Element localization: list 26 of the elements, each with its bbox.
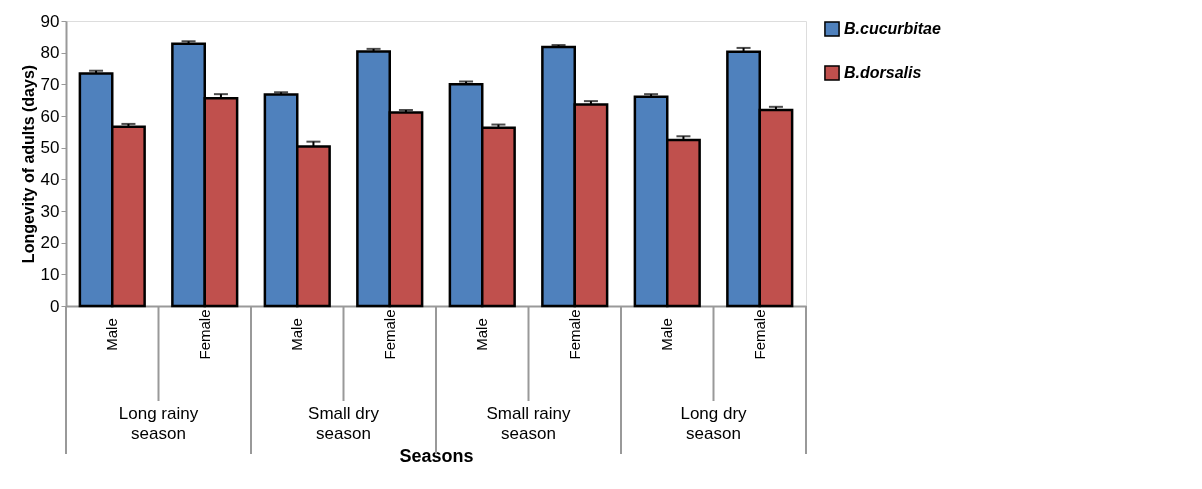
y-tick-label: 50 (40, 138, 60, 158)
x-tick-label: Male (658, 318, 676, 351)
x-axis-title: Seasons (399, 445, 474, 466)
y-axis-title: Longevity of adults (days) (19, 64, 37, 264)
x-tick-label: Female (380, 309, 398, 360)
legend-label: B.dorsalis (844, 64, 922, 81)
y-tick-label: 0 (50, 296, 60, 316)
y-tick-label: 20 (40, 233, 60, 253)
x-tick-label: Male (288, 318, 306, 351)
x-tick-label: Male (103, 318, 121, 351)
legend-label: B.cucurbitae (844, 20, 942, 37)
x-tick-label: Male (473, 318, 491, 351)
x-tick-label: Female (565, 309, 583, 360)
y-tick-label: 90 (40, 11, 60, 31)
y-tick-label: 30 (40, 201, 60, 221)
x-tick-label: Female (750, 309, 768, 360)
text: Small dry season (308, 404, 380, 443)
text: Long dry season (680, 404, 748, 443)
y-tick-label: 60 (40, 106, 60, 126)
y-tick-label: 70 (40, 74, 60, 94)
x-tick-label: Female (195, 309, 213, 360)
text: Long rainy season (118, 404, 199, 443)
text: Small rainy season (486, 404, 572, 443)
y-tick-label: 40 (40, 169, 60, 189)
y-tick-label: 80 (40, 43, 60, 63)
y-tick-label: 10 (40, 264, 60, 284)
